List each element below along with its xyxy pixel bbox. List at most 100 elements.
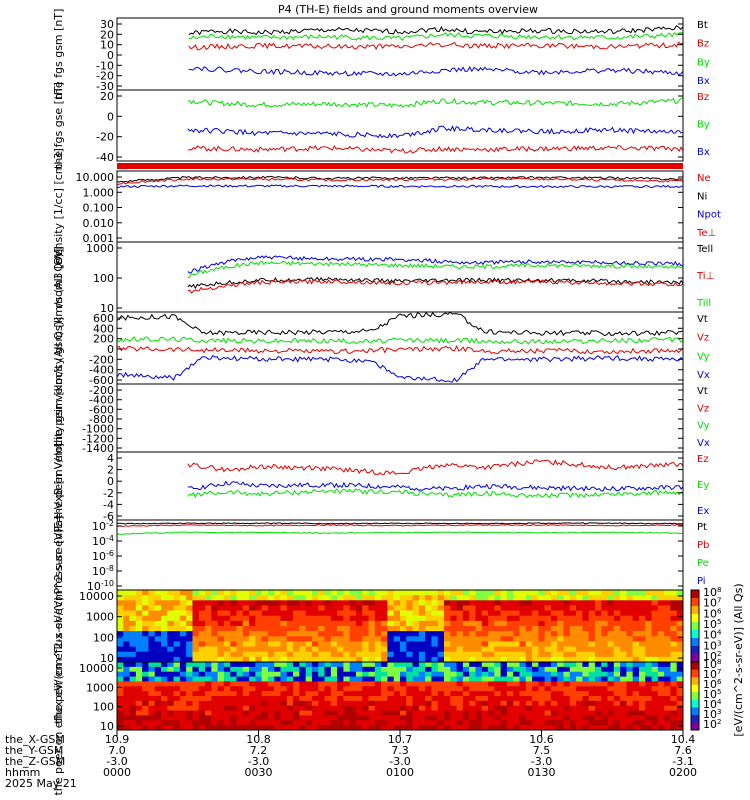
spectrogram-cell <box>154 686 162 692</box>
spectrogram-cell <box>481 720 489 726</box>
spectrogram-cell <box>123 636 131 642</box>
spectrogram-cell <box>450 691 458 697</box>
legend-entry: Vy <box>697 351 710 362</box>
spectrogram-cell <box>569 691 577 697</box>
spectrogram-cell <box>362 691 370 697</box>
spectrogram-cell <box>550 715 558 721</box>
series-line-Tell <box>187 276 684 290</box>
legend-entry: Till <box>696 298 711 309</box>
spectrogram-cell <box>532 662 539 668</box>
spectrogram-cell <box>161 600 168 606</box>
spectrogram-cell <box>412 595 420 601</box>
spectrogram-cell <box>481 636 489 642</box>
spectrogram-cell <box>563 626 571 632</box>
spectrogram-cell <box>645 715 653 721</box>
spectrogram-cell <box>513 710 520 716</box>
spectrogram-cell <box>381 686 388 692</box>
spectrogram-cell <box>626 641 634 648</box>
spectrogram-cell <box>651 696 659 702</box>
colorbar-tick-label: 106 <box>703 678 722 691</box>
spectrogram-cell <box>381 626 388 632</box>
spectrogram-cell <box>481 715 489 721</box>
spectrogram-cell <box>494 705 502 712</box>
spectrogram-cell <box>406 662 414 668</box>
spectrogram-cell <box>148 631 156 637</box>
spectrogram-cell <box>406 590 414 596</box>
spectrogram-cell <box>525 636 533 642</box>
spectrogram-cell <box>620 715 627 721</box>
spectrogram-cell <box>582 700 590 707</box>
spectrogram-cell <box>538 590 546 596</box>
spectrogram-cell <box>274 696 282 702</box>
spectrogram-cell <box>318 710 326 716</box>
spectrogram-cell <box>406 705 414 712</box>
spectrogram-cell <box>569 600 577 606</box>
spectrogram-cell <box>645 636 653 642</box>
spectrogram-cell <box>205 710 212 716</box>
spectrogram-cell <box>286 646 294 653</box>
spectrogram-cell <box>337 626 344 632</box>
spectrogram-cell <box>186 595 193 601</box>
spectrogram-cell <box>280 641 288 648</box>
spectrogram-cell <box>236 595 244 601</box>
spectrogram-cell <box>620 620 627 627</box>
spectrogram-cell <box>230 641 237 648</box>
spectrogram-cell <box>563 600 571 606</box>
spectrogram-cell <box>362 666 370 673</box>
spectrogram-cell <box>676 686 684 692</box>
spectrogram-cell <box>173 666 181 673</box>
spectrogram-cell <box>355 631 363 637</box>
spectrogram-cell <box>362 626 370 632</box>
spectrogram-cell <box>368 656 376 663</box>
spectrogram-cell <box>205 686 212 692</box>
spectrogram-cell <box>469 681 476 687</box>
spectrogram-cell <box>532 720 539 726</box>
spectrogram-cell <box>651 676 659 682</box>
spectrogram-cell <box>588 620 596 627</box>
spectrogram-cell <box>418 631 426 637</box>
spectrogram-cell <box>418 600 426 606</box>
spectrogram-cell <box>236 686 244 692</box>
spectrogram-cell <box>280 696 288 702</box>
y-tick-label: -200 <box>89 384 114 397</box>
spectrogram-cell <box>638 636 646 642</box>
spectrogram-cell <box>488 620 495 627</box>
spectrogram-cell <box>456 646 464 653</box>
spectrogram-cell <box>488 676 495 682</box>
spectrogram-cell <box>255 651 263 658</box>
spectrogram-cell <box>406 676 414 682</box>
spectrogram-cell <box>135 720 143 726</box>
spectrogram-cell <box>236 646 244 653</box>
spectrogram-cell <box>670 700 678 707</box>
spectrogram-cell <box>557 631 565 637</box>
spectrogram-cell <box>494 631 502 637</box>
spectrogram-cell <box>205 636 212 642</box>
spectrogram-cell <box>576 686 583 692</box>
spectrogram-cell <box>400 662 407 668</box>
spectrogram-cell <box>274 595 282 601</box>
spectrogram-cell <box>129 671 137 678</box>
spectrogram-cell <box>117 696 124 702</box>
spectrogram-cell <box>488 671 495 678</box>
spectrogram-cell <box>601 666 609 673</box>
spectrogram-cell <box>154 696 162 702</box>
spectrogram-cell <box>223 595 231 601</box>
spectrogram-cell <box>626 691 634 697</box>
spectrogram-cell <box>444 686 451 692</box>
spectrogram-cell <box>638 666 646 673</box>
spectrogram-cell <box>255 676 263 682</box>
spectrogram-cell <box>462 671 470 678</box>
spectrogram-cell <box>456 641 464 648</box>
spectrogram-cell <box>532 595 539 601</box>
spectrogram-cell <box>236 681 244 687</box>
spectrogram-cell <box>450 700 458 707</box>
spectrogram-cell <box>393 715 401 721</box>
spectrogram-cell <box>657 720 665 726</box>
spectrogram-cell <box>500 686 508 692</box>
spectrogram-cell <box>349 651 357 658</box>
spectrogram-cell <box>211 686 219 692</box>
spectrogram-cell <box>387 715 395 721</box>
spectrogram-cell <box>532 681 539 687</box>
spectrogram-cell <box>620 626 627 632</box>
spectrogram-cell <box>513 681 520 687</box>
